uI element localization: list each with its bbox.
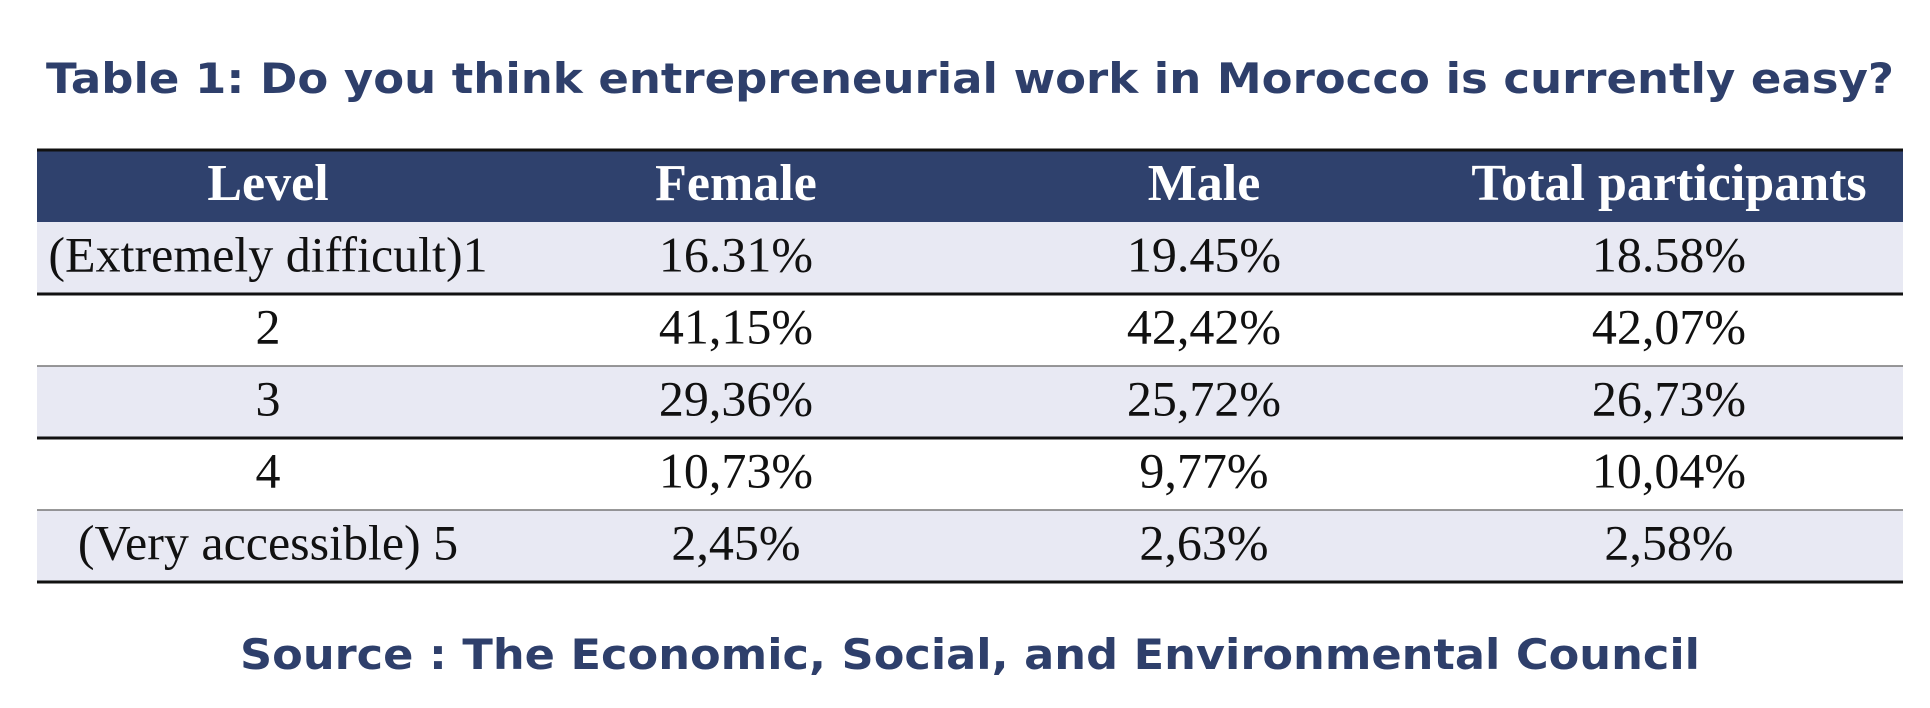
header-cell: Level: [207, 155, 328, 212]
table-cell: 10,73%: [659, 442, 813, 498]
row-band: [37, 510, 1903, 582]
row-band: [37, 222, 1903, 294]
table-cell: (Very accessible) 5: [78, 514, 458, 570]
table-cell: 2: [256, 298, 281, 354]
table-cell: 2,45%: [671, 514, 800, 570]
header-cell: Female: [655, 155, 817, 212]
table-cell: 41,15%: [659, 298, 813, 354]
table-cell: 26,73%: [1592, 370, 1746, 426]
table-cell: 4: [256, 442, 281, 498]
table-cell: 2,63%: [1139, 514, 1268, 570]
row-band: [37, 366, 1903, 438]
table-cell: 9,77%: [1139, 442, 1268, 498]
table-cell: 42,07%: [1592, 298, 1746, 354]
table-cell: 3: [256, 370, 281, 426]
table-cell: 18.58%: [1592, 226, 1746, 282]
table-cell: 25,72%: [1127, 370, 1281, 426]
table-cell: (Extremely difficult)1: [48, 226, 487, 282]
header-cell: Total participants: [1471, 155, 1866, 212]
table-cell: 2,58%: [1604, 514, 1733, 570]
header-cell: Male: [1148, 155, 1261, 212]
table-cell: 19.45%: [1127, 226, 1281, 282]
table-cell: 42,42%: [1127, 298, 1281, 354]
source-note: Source : The Economic, Social, and Envir…: [240, 630, 1700, 679]
header-row: [37, 150, 1903, 222]
table-cell: 29,36%: [659, 370, 813, 426]
table-cell: 16.31%: [659, 226, 813, 282]
table-cell: 10,04%: [1592, 442, 1746, 498]
table-title: Table 1: Do you think entrepreneurial wo…: [46, 54, 1894, 103]
